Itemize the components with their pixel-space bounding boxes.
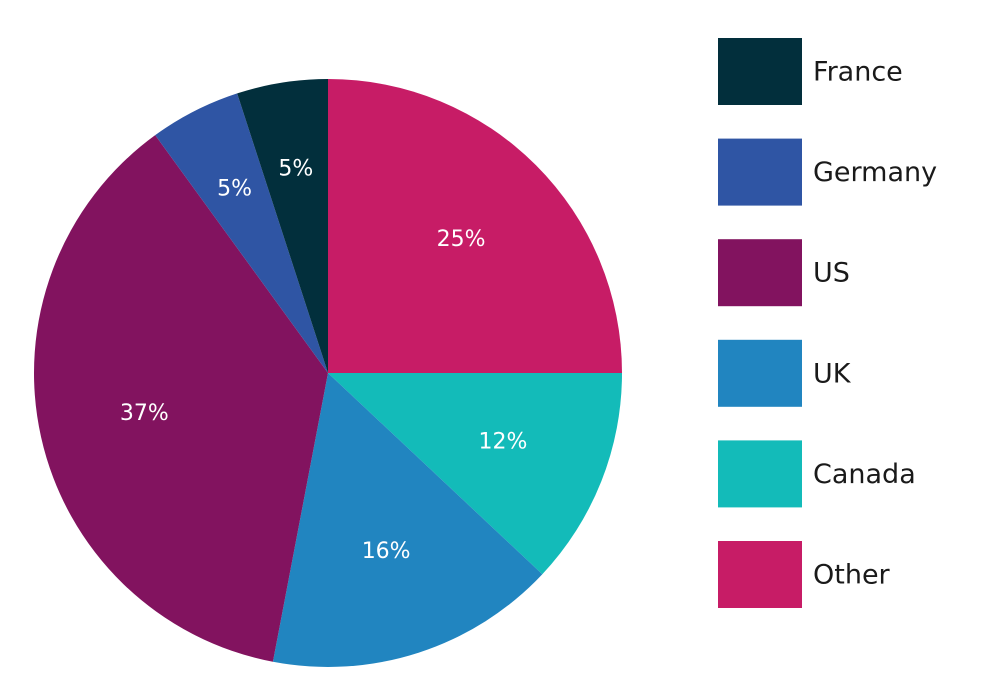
legend-swatch — [718, 38, 802, 105]
legend-label: Other — [813, 560, 891, 591]
legend-swatch — [718, 239, 802, 307]
pie-slice — [237, 79, 328, 373]
pie-slice — [155, 93, 328, 374]
value-label: 5% — [217, 177, 252, 202]
legend-swatch — [718, 339, 802, 407]
value-label: 25% — [437, 227, 486, 252]
legend-swatch — [718, 440, 802, 508]
legend-swatch — [718, 541, 802, 608]
pie-slice — [328, 79, 622, 373]
value-label: 16% — [362, 539, 411, 564]
pie-slice — [328, 373, 622, 575]
pie-slice — [34, 135, 328, 662]
pie-slice — [272, 373, 543, 668]
legend-label: US — [813, 258, 850, 289]
value-label: 37% — [120, 401, 169, 426]
value-label: 5% — [278, 157, 313, 182]
legend-label: France — [813, 57, 903, 88]
legend-label: UK — [813, 358, 852, 389]
legend-label: Germany — [813, 157, 937, 188]
value-label: 12% — [478, 429, 527, 454]
legend-label: Canada — [813, 459, 916, 490]
legend-swatch — [718, 138, 802, 206]
